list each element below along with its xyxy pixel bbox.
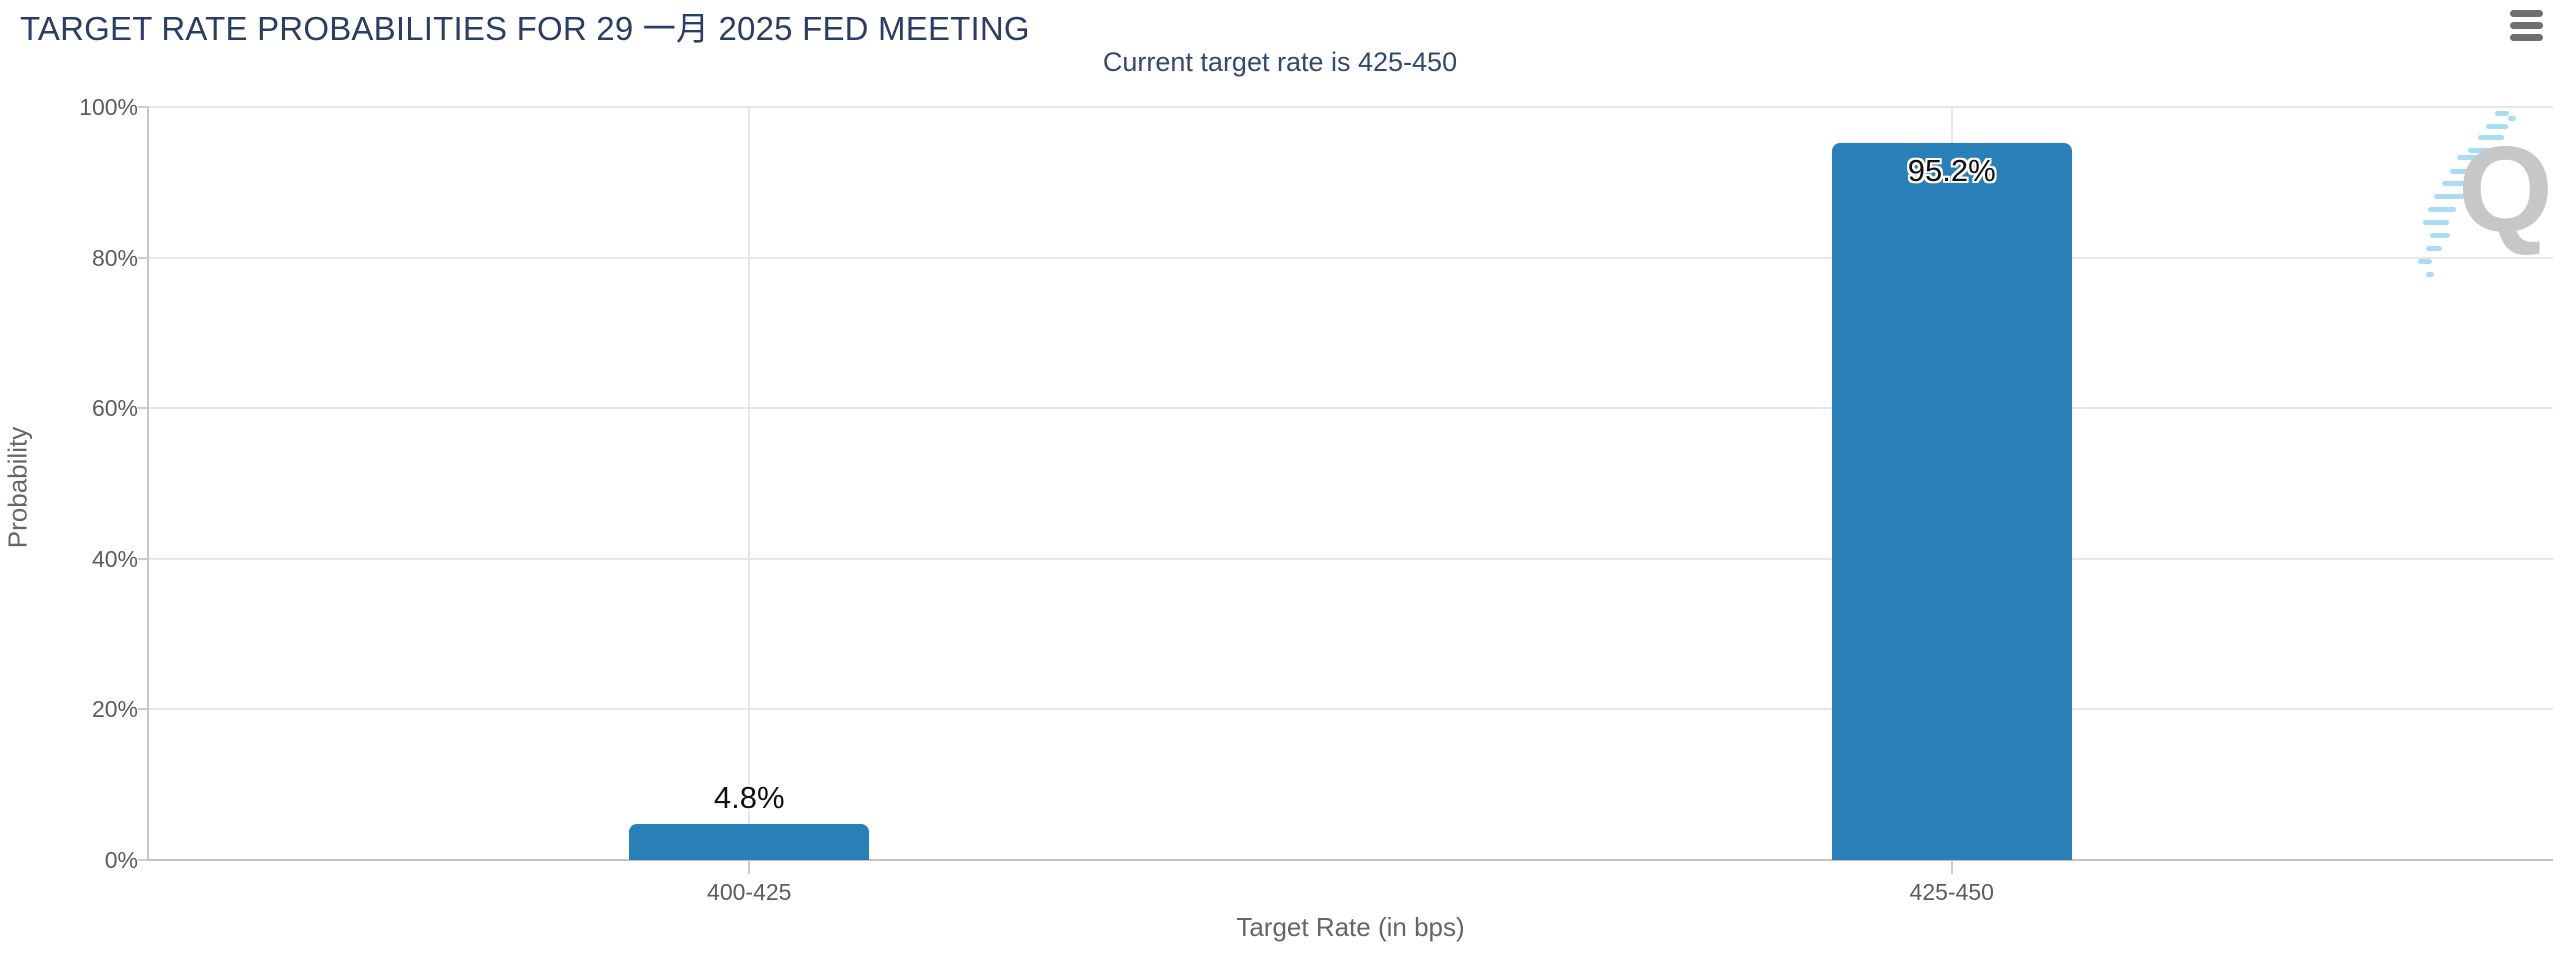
gridline-100%: [148, 106, 2553, 108]
y-tick-label: 40%: [91, 545, 138, 572]
y-tick-mark: [138, 557, 148, 560]
logo-dash: [2486, 124, 2508, 129]
logo-dash: [2468, 148, 2496, 153]
logo-dash: [2450, 169, 2480, 174]
gridline-60%: [148, 407, 2553, 410]
y-axis-title: Probability: [2, 426, 33, 549]
chart-title: TARGET RATE PROBABILITIES FOR 29 一月 2025…: [20, 10, 1030, 47]
y-tick-label: 80%: [91, 244, 138, 271]
y-tick-mark: [138, 708, 148, 711]
logo-dash: [2478, 135, 2504, 140]
logo-dash: [2428, 207, 2456, 212]
logo-dash: [2418, 259, 2432, 264]
x-tick-mark: [748, 860, 751, 874]
q-logo-watermark: Q: [2390, 100, 2560, 300]
logo-dash: [2426, 272, 2434, 277]
y-tick-mark: [138, 256, 148, 259]
logo-letter-q: Q: [2458, 121, 2553, 257]
logo-dash: [2508, 116, 2516, 121]
x-tick-label-425-450: 425-450: [1909, 879, 1994, 905]
bar-value-label: 4.8%: [713, 779, 785, 815]
logo-dash: [2423, 220, 2449, 225]
x-axis-line: [148, 859, 2553, 861]
y-tick-label: 60%: [91, 395, 138, 422]
chart-subtitle: Current target rate is 425-450: [1102, 47, 1458, 77]
y-tick-label: 0%: [104, 847, 138, 873]
x-tick-mark: [1950, 860, 1953, 874]
y-tick-label: 20%: [91, 696, 138, 723]
logo-dash: [2495, 111, 2509, 116]
y-tick-mark: [138, 407, 148, 410]
category-gridline: [748, 107, 751, 860]
gridline-20%: [148, 708, 2553, 711]
x-axis-title: Target Rate (in bps): [1236, 912, 1465, 942]
chart-context-menu-button[interactable]: [2508, 6, 2550, 46]
y-axis-line: [147, 107, 149, 860]
logo-dash: [2457, 155, 2485, 160]
gridline-80%: [148, 256, 2553, 259]
bar-400-425[interactable]: [629, 823, 870, 860]
logo-dash: [2434, 194, 2464, 199]
y-tick-mark: [138, 106, 148, 108]
logo-dash: [2426, 246, 2442, 251]
y-tick-label: 100%: [79, 94, 138, 120]
gridline-40%: [148, 557, 2553, 560]
logo-dash: [2442, 181, 2472, 186]
bar-value-label: 95.2%: [1907, 153, 1996, 189]
y-tick-mark: [138, 859, 148, 861]
logo-dash: [2430, 233, 2450, 238]
bar-425-450[interactable]: [1831, 143, 2072, 860]
x-tick-label-400-425: 400-425: [707, 879, 792, 905]
hamburger-menu-icon: [2508, 10, 2550, 41]
